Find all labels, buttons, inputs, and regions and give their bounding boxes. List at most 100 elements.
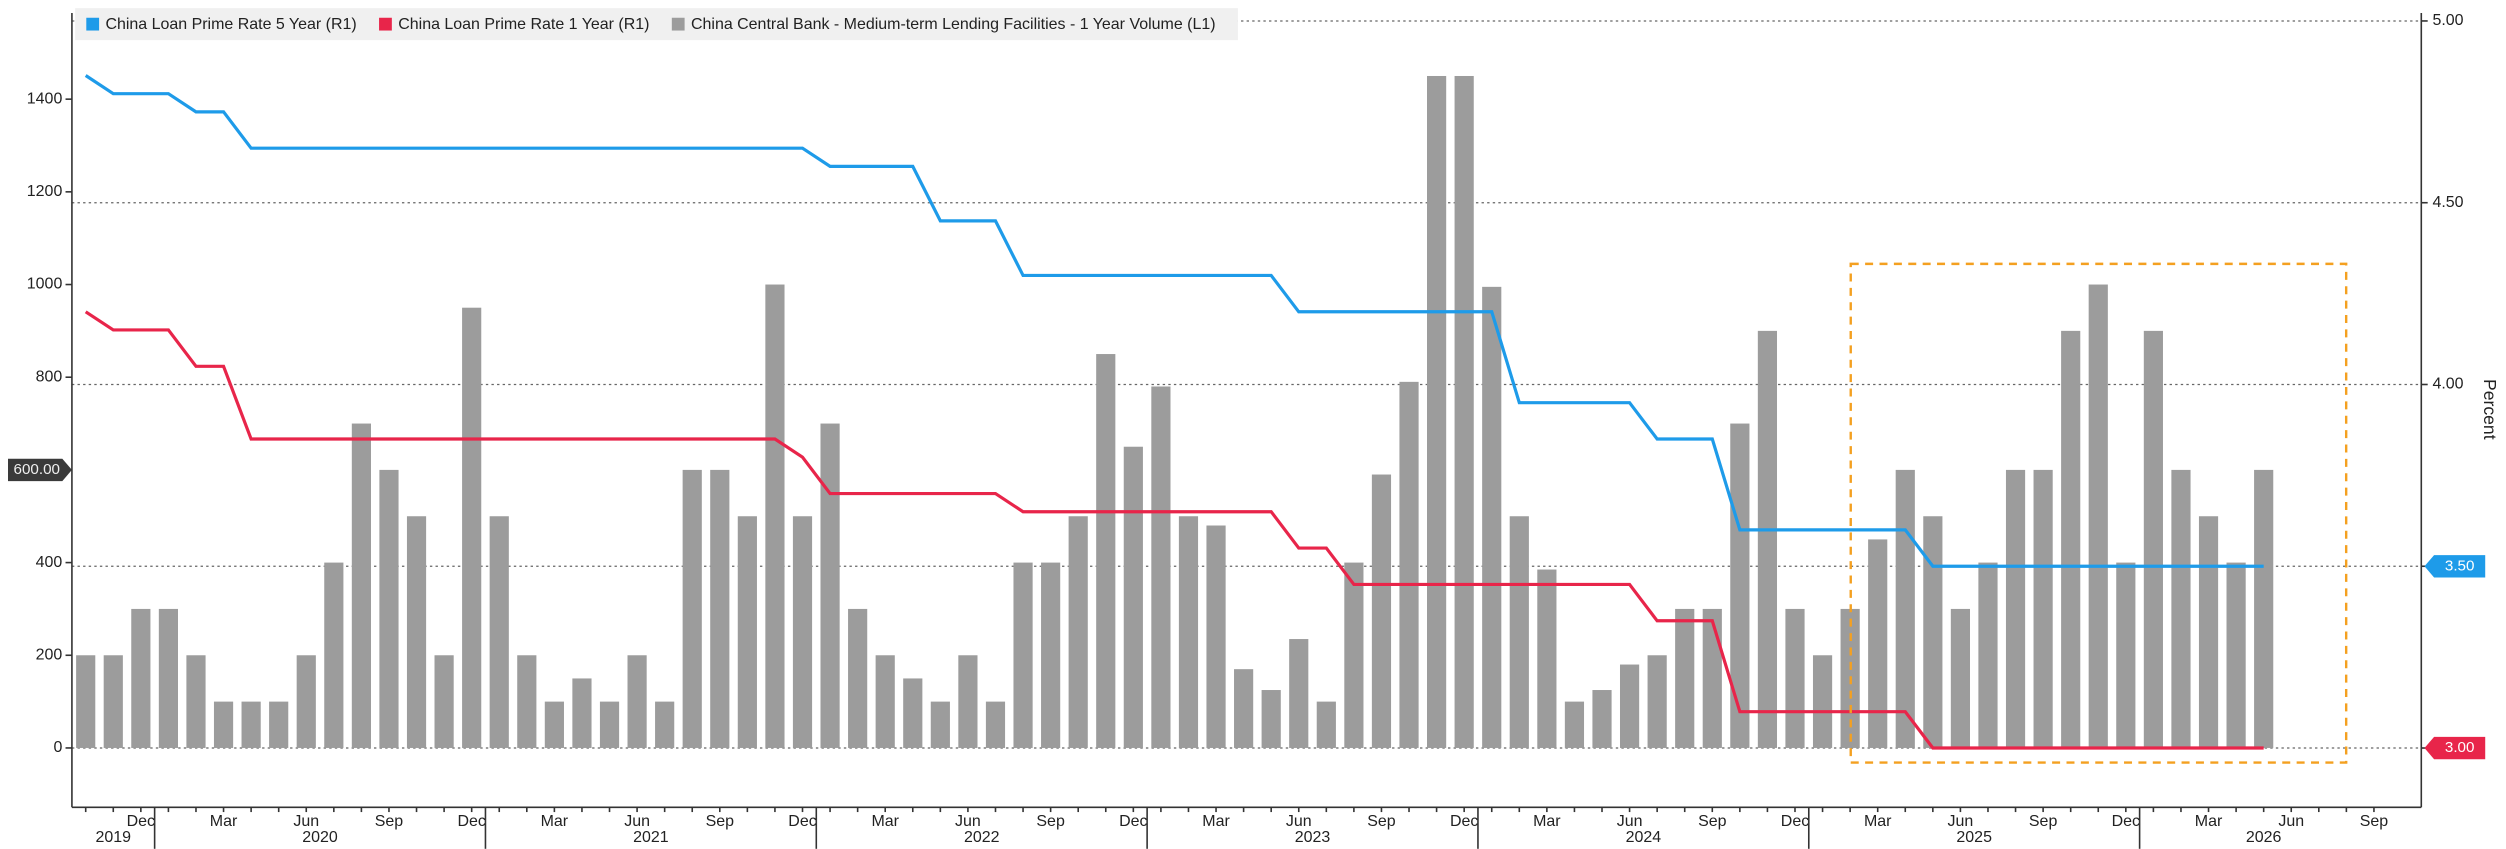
x-year-label: 2021 xyxy=(633,829,669,846)
x-tick-label: Dec xyxy=(127,813,155,830)
x-tick-label: Mar xyxy=(2195,813,2223,830)
x-tick-label: Mar xyxy=(210,813,238,830)
bar xyxy=(2033,469,2053,748)
legend-swatch xyxy=(379,17,392,31)
bar xyxy=(434,655,454,748)
bar xyxy=(682,469,702,748)
bar xyxy=(2226,562,2246,748)
bar xyxy=(103,655,123,748)
bar xyxy=(2061,330,2081,748)
bar xyxy=(2088,284,2108,748)
legend-swatch xyxy=(671,17,685,31)
last-value-box xyxy=(2424,555,2486,578)
x-tick-label: Sep xyxy=(2029,813,2058,830)
bar xyxy=(1619,664,1640,748)
bar xyxy=(1564,701,1585,748)
x-tick-label: Jun xyxy=(624,813,650,830)
highlight-box xyxy=(1849,262,2348,764)
x-tick-label: Mar xyxy=(1533,813,1561,830)
x-tick-label: Dec xyxy=(1450,813,1478,830)
bar xyxy=(1509,516,1529,748)
bar xyxy=(1482,286,1502,748)
bar xyxy=(1013,562,1033,748)
bar xyxy=(792,516,813,748)
x-tick-label: Mar xyxy=(871,813,899,830)
y-tick-label: 1200 xyxy=(27,183,63,200)
bar xyxy=(985,701,1006,748)
bar xyxy=(1950,608,1970,748)
bar xyxy=(1123,446,1143,748)
bar xyxy=(1978,562,1998,748)
bar xyxy=(351,423,371,748)
x-tick-label: Sep xyxy=(706,813,735,830)
bar xyxy=(737,516,757,748)
x-year-label: 2025 xyxy=(1956,829,1992,846)
bar xyxy=(1068,516,1088,748)
x-tick-label: Mar xyxy=(1202,813,1230,830)
bar xyxy=(489,516,509,748)
last-value-label: 3.50 xyxy=(2445,557,2475,574)
legend-label: China Loan Prime Rate 5 Year (R1) xyxy=(105,16,356,33)
bar xyxy=(131,608,151,748)
bar xyxy=(930,701,950,748)
bar xyxy=(903,678,923,748)
bar xyxy=(462,307,482,748)
y2-tick-label: 4.00 xyxy=(2432,376,2463,393)
bar xyxy=(1289,639,1309,748)
bar xyxy=(2143,330,2163,748)
legend-swatch xyxy=(86,17,100,31)
y-tick-label: 400 xyxy=(36,554,63,571)
x-tick-label: Dec xyxy=(788,813,816,830)
bar xyxy=(1868,539,1888,748)
marks xyxy=(76,74,2274,750)
bar xyxy=(1399,381,1419,748)
x-year-label: 2026 xyxy=(2246,829,2282,846)
bar xyxy=(875,655,895,748)
bar xyxy=(655,701,675,748)
bar xyxy=(1895,469,1915,748)
last-value-label: 600.00 xyxy=(14,461,60,478)
bar xyxy=(379,469,399,748)
bar xyxy=(1206,525,1226,748)
bar xyxy=(1178,516,1199,748)
bar xyxy=(599,701,620,748)
x-tick-label: Dec xyxy=(457,813,485,830)
bar xyxy=(517,655,537,748)
bar xyxy=(1454,75,1474,748)
x-tick-label: Dec xyxy=(1781,813,1809,830)
bar xyxy=(241,701,261,748)
x-year-label: 2020 xyxy=(302,829,338,846)
bar xyxy=(2171,469,2191,748)
bar xyxy=(765,284,785,748)
y2-tick-label: 4.50 xyxy=(2432,194,2463,211)
bar xyxy=(627,655,647,748)
bar xyxy=(710,469,730,748)
bar xyxy=(1923,516,1943,748)
bar xyxy=(269,701,289,748)
y-tick-label: 800 xyxy=(36,368,63,385)
x-tick-label: Jun xyxy=(955,813,981,830)
bar xyxy=(2198,516,2219,748)
x-year-label: 2019 xyxy=(96,829,132,846)
line xyxy=(84,310,2264,750)
bar xyxy=(1316,701,1336,748)
bar xyxy=(213,701,234,748)
bar xyxy=(1812,655,1833,748)
x-tick-label: Sep xyxy=(1698,813,1727,830)
bar xyxy=(1757,330,1778,748)
y2-tick-label: 5.00 xyxy=(2432,12,2463,29)
bar xyxy=(1096,354,1116,748)
legend-label: China Loan Prime Rate 1 Year (R1) xyxy=(398,16,649,33)
y2-axis-title: Percent xyxy=(2480,379,2500,440)
x-tick-label: Jun xyxy=(2278,813,2304,830)
bar xyxy=(324,562,344,748)
x-tick-label: Dec xyxy=(1119,813,1147,830)
bar xyxy=(1371,474,1392,748)
bar xyxy=(1427,75,1447,748)
x-year-label: 2022 xyxy=(964,829,1000,846)
x-year-label: 2023 xyxy=(1295,829,1331,846)
bar xyxy=(1592,690,1612,748)
bar xyxy=(2254,469,2274,748)
bar xyxy=(2005,469,2026,748)
